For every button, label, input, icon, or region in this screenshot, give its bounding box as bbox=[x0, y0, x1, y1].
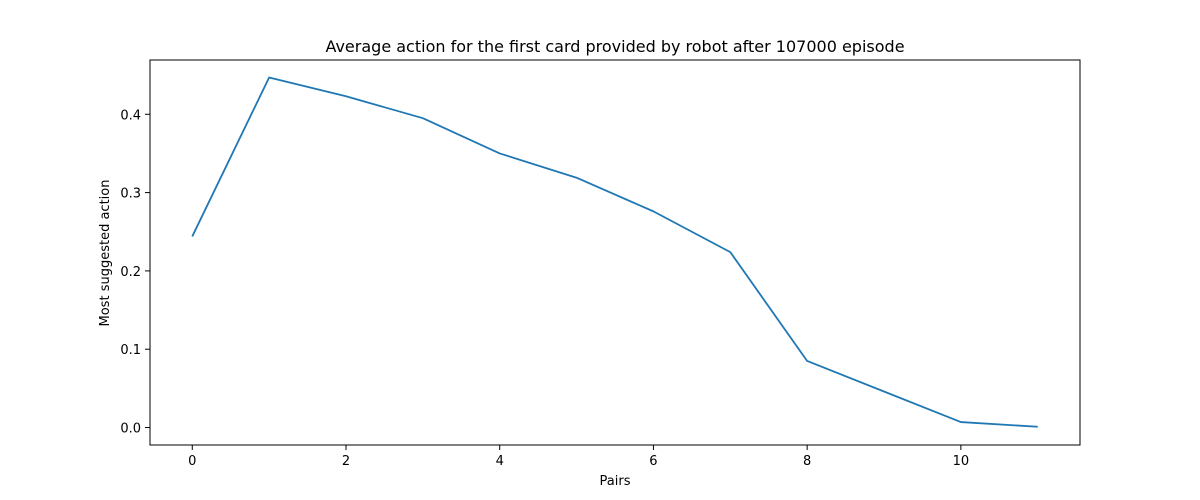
x-tick-label-2: 4 bbox=[496, 454, 504, 469]
x-tick-label-1: 2 bbox=[342, 454, 350, 469]
y-tick-label-2: 0.2 bbox=[120, 265, 141, 280]
x-tick-label-0: 0 bbox=[188, 454, 196, 469]
x-tick-label-4: 8 bbox=[803, 454, 811, 469]
y-axis: 0.0 0.1 0.2 0.3 0.4 bbox=[120, 108, 150, 437]
x-tick-label-5: 10 bbox=[953, 454, 970, 469]
plot-area-frame bbox=[149, 59, 1081, 446]
y-tick-label-4: 0.4 bbox=[120, 108, 141, 123]
series-line-0 bbox=[191, 76, 1038, 428]
y-tick-label-1: 0.1 bbox=[120, 343, 141, 358]
y-tick-label-0: 0.0 bbox=[120, 422, 141, 437]
x-tick-label-3: 6 bbox=[649, 454, 657, 469]
y-tick-label-3: 0.3 bbox=[120, 187, 141, 202]
chart-title: Average action for the first card provid… bbox=[325, 37, 904, 56]
x-axis-label: Pairs bbox=[600, 474, 631, 489]
series-layer bbox=[191, 76, 1038, 428]
x-axis: 0 2 4 6 8 10 bbox=[188, 445, 969, 469]
y-axis-label: Most suggested action bbox=[98, 180, 113, 327]
